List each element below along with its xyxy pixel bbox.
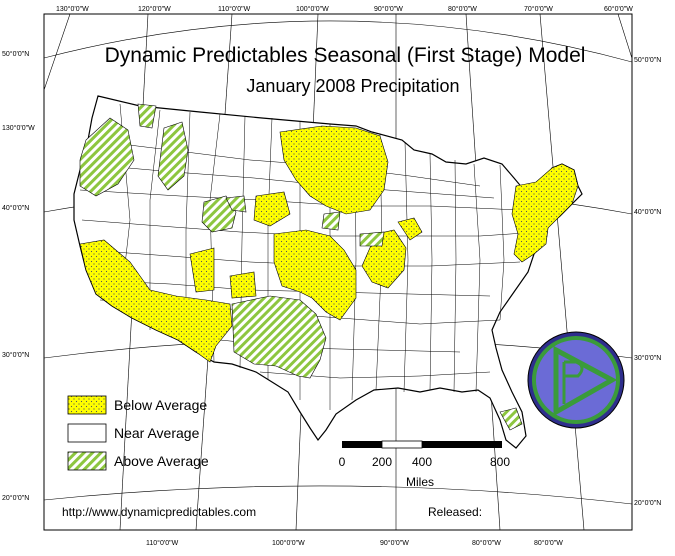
scale-tick-label: 400 bbox=[412, 455, 432, 469]
left-lat-label: 40°0'0"N bbox=[2, 204, 29, 212]
top-lon-label: 90°0'0"W bbox=[374, 5, 403, 13]
right-lat-label: 20°0'0"N bbox=[634, 499, 661, 507]
top-lon-label: 130°0'0"W bbox=[56, 5, 89, 13]
legend-label-above: Above Average bbox=[114, 453, 209, 469]
map-title: Dynamic Predictables Seasonal (First Sta… bbox=[105, 44, 586, 67]
left-lat-label: 20°0'0"N bbox=[2, 494, 29, 502]
left-lat-label: 30°0'0"N bbox=[2, 351, 29, 359]
top-lon-label: 80°0'0"W bbox=[448, 5, 477, 13]
legend-swatch-below bbox=[67, 395, 107, 415]
scale-unit-label: Miles bbox=[406, 475, 434, 489]
legend-label-near: Near Average bbox=[114, 425, 200, 441]
above-average-regions bbox=[79, 103, 523, 431]
bottom-lon-label: 110°0'0"W bbox=[146, 539, 179, 547]
bottom-lon-label: 80°0'0"W bbox=[534, 539, 563, 547]
bottom-lon-label: 80°0'0"W bbox=[472, 539, 501, 547]
scale-tick-label: 200 bbox=[372, 455, 392, 469]
footer-released: Released: bbox=[428, 505, 482, 519]
top-lon-label: 110°0'0"W bbox=[218, 5, 251, 13]
top-lon-label: 120°0'0"W bbox=[138, 5, 171, 13]
logo-p-letter-icon bbox=[562, 360, 584, 404]
bottom-lon-label: 90°0'0"W bbox=[380, 539, 409, 547]
scale-tick-label: 0 bbox=[339, 455, 346, 469]
map-subtitle: January 2008 Precipitation bbox=[246, 76, 459, 96]
left-lat-label: 130°0'0"W bbox=[2, 124, 35, 132]
logo-play-triangle-icon bbox=[553, 345, 618, 417]
dynamic-predictables-logo bbox=[527, 331, 625, 429]
legend-swatch-above bbox=[67, 451, 107, 471]
scale-tick-label: 800 bbox=[490, 455, 510, 469]
bottom-lon-label: 100°0'0"W bbox=[272, 539, 305, 547]
scale-bar: 0 200 400 800 Miles bbox=[339, 440, 510, 489]
top-lon-label: 60°0'0"W bbox=[604, 5, 633, 13]
top-lon-label: 100°0'0"W bbox=[296, 5, 329, 13]
legend-swatch-near bbox=[67, 423, 107, 443]
right-lat-label: 40°0'0"N bbox=[634, 208, 661, 216]
left-lat-label: 50°0'0"N bbox=[2, 50, 29, 58]
top-lon-label: 70°0'0"W bbox=[524, 5, 553, 13]
scale-segment bbox=[342, 441, 382, 448]
legend: Below Average Near Average Above Average bbox=[67, 395, 209, 471]
right-lat-label: 50°0'0"N bbox=[634, 56, 661, 64]
legend-label-below: Below Average bbox=[114, 397, 207, 413]
scale-segment bbox=[381, 440, 423, 449]
graticule-labels: 130°0'0"W 120°0'0"W 110°0'0"W 100°0'0"W … bbox=[2, 5, 661, 547]
footer-url: http://www.dynamicpredictables.com bbox=[62, 505, 256, 519]
scale-segment bbox=[422, 441, 502, 448]
right-lat-label: 30°0'0"N bbox=[634, 354, 661, 362]
logo-inner-circle bbox=[532, 336, 620, 424]
